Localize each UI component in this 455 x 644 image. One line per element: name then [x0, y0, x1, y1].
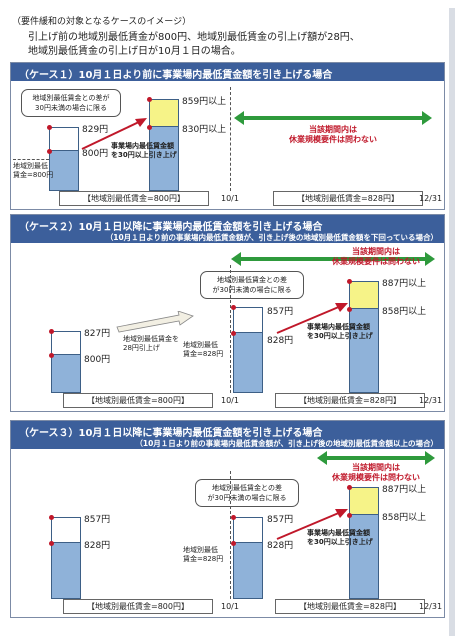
case2-left-dot-lower	[49, 353, 54, 358]
case3-right-dot-lower	[347, 513, 352, 518]
case2-raise-note: 事業場内最低賃金額 を30円以上引き上げ	[307, 323, 373, 340]
case1-right-lower-label: 830円以上	[182, 125, 227, 135]
case3-bottom-left: 【地域別最低賃金=800円】	[63, 599, 213, 614]
case1-title: （ケース１）10月１日より前に事業場内最低賃金額を引き上げる場合	[19, 70, 333, 81]
case2-raise-red-arrow	[276, 303, 348, 334]
case3-bottom-right: 【地域別最低賃金=828円】	[275, 599, 425, 614]
case1-right-upper-label: 859円以上	[182, 97, 227, 107]
case3-oct1-line	[230, 471, 231, 599]
case1-left-upper-label: 829円	[82, 125, 109, 135]
case3-mid-dot-upper	[231, 515, 236, 520]
case2-subtitle: （10月１日より前の事業場内最低賃金額が、引き上げ後の地域別最低賃金額を下回って…	[105, 233, 438, 242]
case2-right-lower-label: 858円以上	[382, 307, 427, 317]
case2-mid-bar-cap	[233, 307, 263, 333]
case1-raise-note: 事業場内最低賃金額 を30円以上引き上げ	[111, 142, 177, 159]
case1-callout: 地域別最低賃金との差が 30円未満の場合に限る	[21, 89, 121, 117]
intro-line-2: 地域別最低賃金の引上げ日が10月１日の場合。	[28, 46, 241, 57]
case3-mid-lower-label: 828円	[267, 541, 294, 551]
case2-panel: （ケース２）10月１日以降に事業場内最低賃金額を引き上げる場合 （10月１日より…	[10, 214, 445, 412]
case2-period-arrow	[231, 252, 435, 266]
page-edge-decoration	[449, 8, 455, 636]
case2-exempt-text: 当該期間内は 休業規模要件は問わない	[332, 247, 420, 266]
case2-mid-upper-label: 857円	[267, 307, 294, 317]
case3-subtitle: （10月１日より前の事業場内最低賃金額が、引き上げ後の地域別最低賃金額以上の場合…	[135, 439, 438, 448]
case3-left-upper-label: 857円	[84, 515, 111, 525]
case2-bottom-right: 【地域別最低賃金=828円】	[275, 393, 425, 408]
case2-raise-label: 地域別最低賃金を 28円引上げ	[123, 335, 179, 352]
case1-right-bar-cap	[149, 99, 179, 127]
case3-right-bar-cap	[349, 487, 379, 515]
case1-left-bar-cap	[49, 127, 79, 151]
case2-right-dot-lower	[347, 307, 352, 312]
case3-date-oct1: 10/1	[221, 602, 239, 611]
case3-min-wage-label: 地域別最低 賃金=828円	[183, 546, 224, 563]
case2-mid-dot-lower	[231, 331, 236, 336]
case1-min-wage-label: 地域別最低 賃金=800円	[13, 162, 54, 179]
case2-right-bar-cap	[349, 281, 379, 309]
case3-exempt-text: 当該期間内は 休業規模要件は問わない	[332, 463, 420, 482]
case2-raise-arrow	[116, 311, 194, 333]
case1-header: （ケース１）10月１日より前に事業場内最低賃金額を引き上げる場合	[11, 63, 444, 81]
case3-left-bar-cap	[51, 517, 81, 543]
case3-header: （ケース３）10月１日以降に事業場内最低賃金額を引き上げる場合 （10月１日より…	[11, 421, 444, 449]
case2-callout: 地域別最低賃金との差 が30円未満の場合に限る	[200, 271, 304, 299]
case1-period-arrow	[234, 111, 432, 125]
case3-right-upper-label: 887円以上	[382, 485, 427, 495]
case3-panel: （ケース３）10月１日以降に事業場内最低賃金額を引き上げる場合 （10月１日より…	[10, 420, 445, 618]
case3-right-lower-label: 858円以上	[382, 513, 427, 523]
case2-bottom-left: 【地域別最低賃金=800円】	[63, 393, 213, 408]
case1-left-lower-label: 800円	[82, 149, 109, 159]
case3-period-arrow	[317, 451, 435, 465]
case1-raise-arrow	[81, 118, 147, 150]
case2-oct1-line	[230, 265, 231, 393]
case3-right-dot-upper	[347, 485, 352, 490]
intro-heading: （要件緩和の対象となるケースのイメージ）	[12, 17, 192, 27]
intro-line-1: 引上げ前の地域別最低賃金が800円、地域別最低賃金の引上げ額が28円、	[28, 32, 360, 43]
case1-exempt-text: 当該期間内は 休業規模要件は問わない	[289, 125, 377, 144]
case3-left-dot-lower	[49, 541, 54, 546]
case2-header: （ケース２）10月１日以降に事業場内最低賃金額を引き上げる場合 （10月１日より…	[11, 215, 444, 243]
case1-left-dot-lower	[47, 149, 52, 154]
case2-right-upper-label: 887円以上	[382, 279, 427, 289]
case2-date-dec31: 12/31	[419, 396, 443, 405]
case2-mid-dot-upper	[231, 305, 236, 310]
case3-mid-bar-cap	[233, 517, 263, 543]
case2-left-upper-label: 827円	[84, 329, 111, 339]
case3-date-dec31: 12/31	[419, 602, 443, 611]
case1-panel: （ケース１）10月１日より前に事業場内最低賃金額を引き上げる場合 地域別最低賃金…	[10, 62, 445, 210]
case1-min-wage-line	[13, 159, 49, 160]
case1-date-dec31: 12/31	[419, 194, 443, 203]
case1-left-dot-upper	[47, 125, 52, 130]
case3-callout: 地域別最低賃金との差 が30円未満の場合に限る	[195, 479, 299, 507]
case2-title: （ケース２）10月１日以降に事業場内最低賃金額を引き上げる場合	[19, 222, 323, 233]
case3-title: （ケース３）10月１日以降に事業場内最低賃金額を引き上げる場合	[19, 428, 323, 439]
case2-min-wage-label: 地域別最低 賃金=828円	[183, 341, 224, 358]
case2-mid-lower-label: 828円	[267, 336, 294, 346]
case3-raise-note: 事業場内最低賃金額 を30円以上引き上げ	[307, 529, 373, 546]
case2-right-dot-upper	[347, 279, 352, 284]
case3-left-lower-label: 828円	[84, 541, 111, 551]
case3-mid-dot-lower	[231, 541, 236, 546]
case1-date-oct1: 10/1	[221, 194, 239, 203]
case2-left-bar-cap	[51, 331, 81, 355]
case1-right-dot-upper	[147, 97, 152, 102]
case1-oct1-line	[230, 87, 231, 191]
case2-date-oct1: 10/1	[221, 396, 239, 405]
case1-right-dot-lower	[147, 125, 152, 130]
case2-left-lower-label: 800円	[84, 355, 111, 365]
case1-bottom-left: 【地域別最低賃金=800円】	[59, 191, 209, 206]
case3-mid-upper-label: 857円	[267, 515, 294, 525]
case3-left-dot-upper	[49, 515, 54, 520]
case3-raise-red-arrow	[276, 509, 348, 540]
case1-bottom-right: 【地域別最低賃金=828円】	[273, 191, 423, 206]
case2-left-dot-upper	[49, 329, 54, 334]
